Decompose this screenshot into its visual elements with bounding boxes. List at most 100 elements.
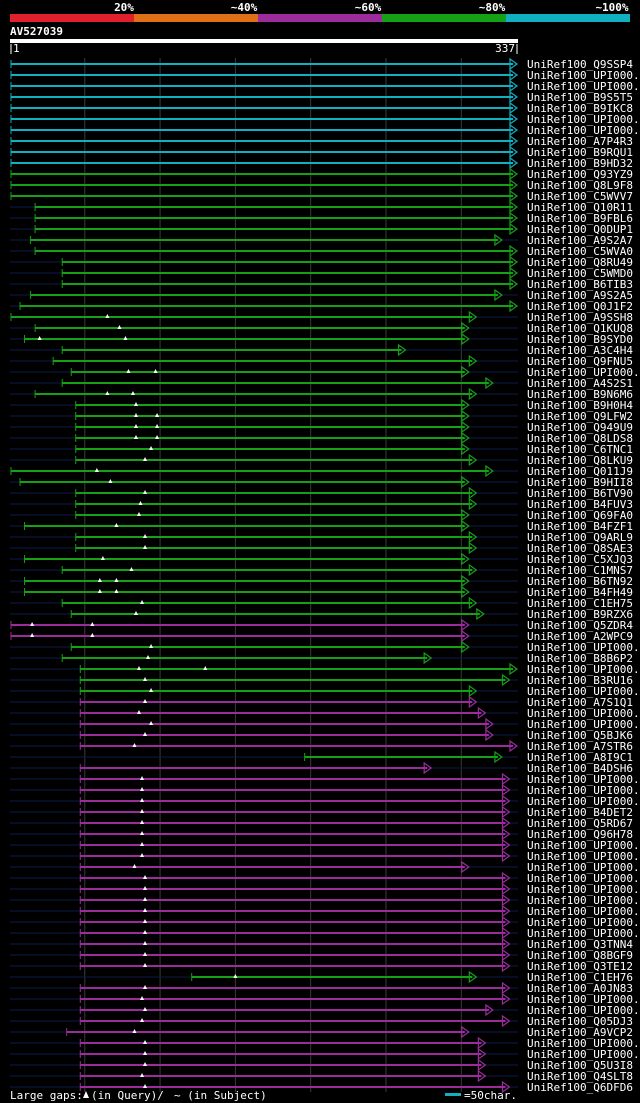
hit-label[interactable]: UniRef100_Q9SSP4	[527, 58, 633, 71]
hit-label[interactable]: UniRef100_C5XJQ3	[527, 553, 633, 566]
hit-label[interactable]: UniRef100_Q5RD67	[527, 817, 633, 830]
hit-label[interactable]: UniRef100_Q69FA0	[527, 509, 633, 522]
hit-label[interactable]: UniRef100_B9S5T5	[527, 91, 633, 104]
hit-label[interactable]: UniRef100_B9RQU1	[527, 146, 633, 159]
hit-label[interactable]: UniRef100_UPI000..	[527, 685, 640, 698]
hit-label[interactable]: UniRef100_UPI000..	[527, 718, 640, 731]
hit-label[interactable]: UniRef100_A9S2A7	[527, 234, 633, 247]
hit-label[interactable]: UniRef100_Q1KUQ8	[527, 322, 633, 335]
hit-label[interactable]: UniRef100_A0JN83	[527, 982, 633, 995]
hit-label[interactable]: UniRef100_UPI000..	[527, 784, 640, 797]
hit-label[interactable]: UniRef100_Q9ARL9	[527, 531, 633, 544]
hit-label[interactable]: UniRef100_Q9LFW2	[527, 410, 633, 423]
hit-label[interactable]: UniRef100_A2WPC9	[527, 630, 633, 643]
hit-label[interactable]: UniRef100_B4DET2	[527, 806, 633, 819]
hit-label[interactable]: UniRef100_UPI000..	[527, 641, 640, 654]
hit-label[interactable]: UniRef100_UPI000..	[527, 894, 640, 907]
hit-label[interactable]: UniRef100_Q8RU49	[527, 256, 633, 269]
hit-label[interactable]: UniRef100_A9SSH8	[527, 311, 633, 324]
hit-label[interactable]: UniRef100_Q3TNN4	[527, 938, 633, 951]
hit-label[interactable]: UniRef100_UPI000..	[527, 69, 640, 82]
hit-label[interactable]: UniRef100_UPI000..	[527, 1048, 640, 1061]
hit-label[interactable]: UniRef100_B9N6M6	[527, 388, 633, 401]
hit-label[interactable]: UniRef100_A7S1Q1	[527, 696, 633, 709]
hit-label[interactable]: UniRef100_UPI000..	[527, 773, 640, 786]
hit-label[interactable]: UniRef100_Q011J9	[527, 465, 633, 478]
footer-scale: =50char.	[464, 1089, 517, 1102]
hit-label[interactable]: UniRef100_B6TN92	[527, 575, 633, 588]
hit-label[interactable]: UniRef100_Q9FNU5	[527, 355, 633, 368]
hit-label[interactable]: UniRef100_UPI000..	[527, 905, 640, 918]
hit-label[interactable]: UniRef100_B6TIB3	[527, 278, 633, 291]
hit-label[interactable]: UniRef100_UPI000..	[527, 993, 640, 1006]
hit-label[interactable]: UniRef100_Q10R11	[527, 201, 633, 214]
hit-label[interactable]: UniRef100_UPI000..	[527, 1037, 640, 1050]
hit-label[interactable]: UniRef100_B9RZX6	[527, 608, 633, 621]
hit-label[interactable]: UniRef100_UPI000..	[527, 883, 640, 896]
hit-label[interactable]: UniRef100_A3C4H4	[527, 344, 633, 357]
hit-label[interactable]: UniRef100_C1EH75	[527, 597, 633, 610]
hit-label[interactable]: UniRef100_UPI000..	[527, 1004, 640, 1017]
hit-label[interactable]: UniRef100_Q5BJK6	[527, 729, 633, 742]
hit-label[interactable]: UniRef100_B9IKC8	[527, 102, 633, 115]
hit-label[interactable]: UniRef100_UPI000..	[527, 124, 640, 137]
hit-label[interactable]: UniRef100_A7STR6	[527, 740, 633, 753]
hit-label[interactable]: UniRef100_UPI000..	[527, 80, 640, 93]
hit-row: UniRef100_Q3TE12	[10, 959, 633, 973]
hit-label[interactable]: UniRef100_C5WVA0	[527, 245, 633, 258]
hit-label[interactable]: UniRef100_UPI000..	[527, 916, 640, 929]
hit-row: UniRef100_A9SSH8	[10, 310, 633, 324]
hit-label[interactable]: UniRef100_Q8L9F8	[527, 179, 633, 192]
hit-label[interactable]: UniRef100_C5WVV7	[527, 190, 633, 203]
hit-label[interactable]: UniRef100_Q8LKU9	[527, 454, 633, 467]
hit-label[interactable]: UniRef100_A9S2A5	[527, 289, 633, 302]
hit-label[interactable]: UniRef100_Q93YZ9	[527, 168, 633, 181]
hit-label[interactable]: UniRef100_B4FUV3	[527, 498, 633, 511]
hit-label[interactable]: UniRef100_Q0DUP1	[527, 223, 633, 236]
hit-label[interactable]: UniRef100_A7P4R3	[527, 135, 633, 148]
hit-label[interactable]: UniRef100_Q05DJ3	[527, 1015, 633, 1028]
hit-label[interactable]: UniRef100_B4DSH6	[527, 762, 633, 775]
hit-label[interactable]: UniRef100_UPI000..	[527, 861, 640, 874]
hit-label[interactable]: UniRef100_B8B6P2	[527, 652, 633, 665]
hit-label[interactable]: UniRef100_Q8SAE3	[527, 542, 633, 555]
hit-label[interactable]: UniRef100_C1MNS7	[527, 564, 633, 577]
hit-row: UniRef100_B9N6M6	[10, 387, 633, 401]
hit-label[interactable]: UniRef100_UPI000..	[527, 707, 640, 720]
hit-label[interactable]: UniRef100_B9H0H4	[527, 399, 633, 412]
hit-label[interactable]: UniRef100_UPI000..	[527, 366, 640, 379]
hit-label[interactable]: UniRef100_B6TV90	[527, 487, 633, 500]
hit-label[interactable]: UniRef100_A4S2S1	[527, 377, 633, 390]
hit-label[interactable]: UniRef100_C1EH76	[527, 971, 633, 984]
hit-label[interactable]: UniRef100_B9HD32	[527, 157, 633, 170]
hit-label[interactable]: UniRef100_UPI000..	[527, 663, 640, 676]
hit-label[interactable]: UniRef100_Q5ZDR4	[527, 619, 633, 632]
hit-label[interactable]: UniRef100_Q3TE12	[527, 960, 633, 973]
hit-label[interactable]: UniRef100_Q0J1F2	[527, 300, 633, 313]
hit-label[interactable]: UniRef100_B4FH49	[527, 586, 633, 599]
hit-label[interactable]: UniRef100_Q5U3I8	[527, 1059, 633, 1072]
hit-label[interactable]: UniRef100_B9SYD0	[527, 333, 633, 346]
hit-row: UniRef100_UPI000..	[10, 662, 640, 676]
hit-label[interactable]: UniRef100_UPI000..	[527, 872, 640, 885]
hit-label[interactable]: UniRef100_Q8BGF9	[527, 949, 633, 962]
hit-label[interactable]: UniRef100_B9HII8	[527, 476, 633, 489]
hit-label[interactable]: UniRef100_B9FBL6	[527, 212, 633, 225]
hit-label[interactable]: UniRef100_B3RU16	[527, 674, 633, 687]
hit-end-arrow	[501, 783, 511, 797]
hit-label[interactable]: UniRef100_C5WMD0	[527, 267, 633, 280]
hit-label[interactable]: UniRef100_A9VCP2	[527, 1026, 633, 1039]
hit-label[interactable]: UniRef100_UPI000..	[527, 839, 640, 852]
hit-label[interactable]: UniRef100_UPI000..	[527, 927, 640, 940]
hit-label[interactable]: UniRef100_Q6DFD6	[527, 1081, 633, 1094]
hit-label[interactable]: UniRef100_Q8LDS8	[527, 432, 633, 445]
hit-label[interactable]: UniRef100_A8I9C1	[527, 751, 633, 764]
hit-label[interactable]: UniRef100_B4FZF1	[527, 520, 633, 533]
hit-label[interactable]: UniRef100_UPI000..	[527, 113, 640, 126]
hit-label[interactable]: UniRef100_Q949U9	[527, 421, 633, 434]
hit-label[interactable]: UniRef100_C6TNC1	[527, 443, 633, 456]
hit-label[interactable]: UniRef100_UPI000..	[527, 850, 640, 863]
hit-label[interactable]: UniRef100_Q4SLT8	[527, 1070, 633, 1083]
hit-label[interactable]: UniRef100_Q96H78	[527, 828, 633, 841]
hit-label[interactable]: UniRef100_UPI000..	[527, 795, 640, 808]
